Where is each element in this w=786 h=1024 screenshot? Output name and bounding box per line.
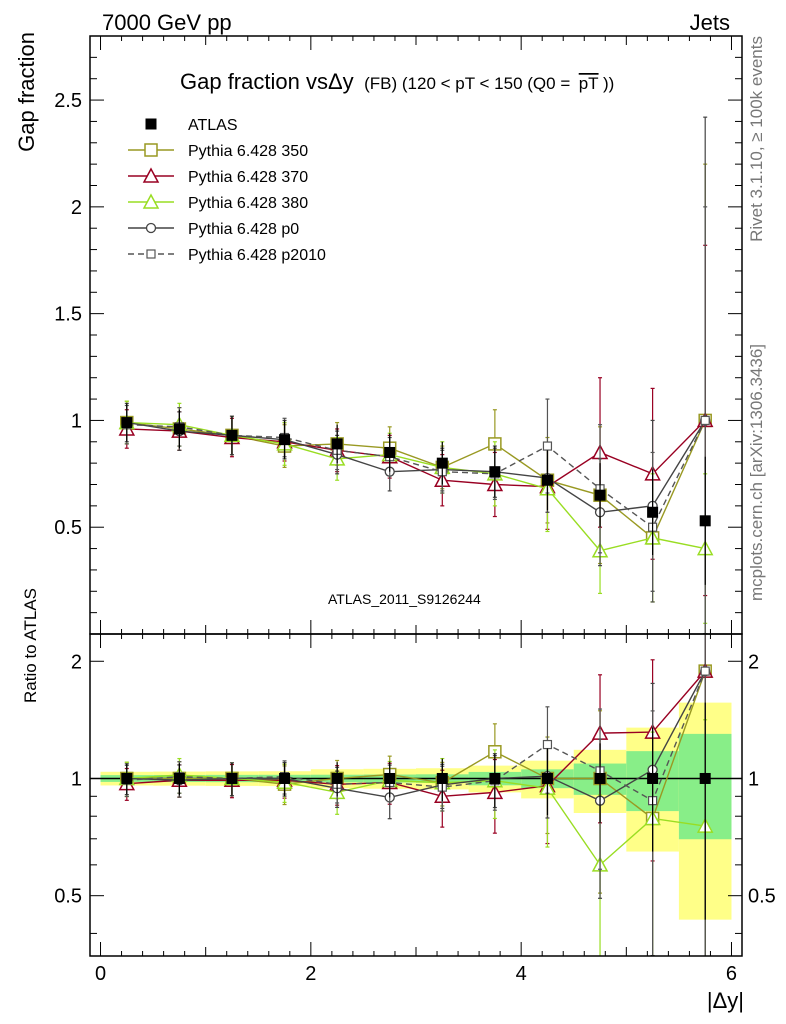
legend-label: Pythia 6.428 370 — [188, 169, 308, 186]
data-point — [541, 772, 553, 784]
legend-marker — [144, 143, 158, 157]
series-line — [126, 774, 706, 866]
y-axis-label-bottom: Ratio to ATLAS — [21, 588, 40, 703]
series-p370 — [118, 244, 714, 597]
series-line — [126, 420, 706, 540]
series-line — [126, 670, 706, 798]
legend-label: Pythia 6.428 350 — [188, 143, 308, 160]
data-point — [489, 772, 501, 784]
data-point — [384, 446, 396, 458]
legend-label: Pythia 6.428 p2010 — [188, 247, 326, 264]
legend-entry-p380: Pythia 6.428 380 — [128, 193, 308, 212]
data-point — [226, 429, 238, 441]
x-axis-label: |Δy| — [707, 988, 744, 1013]
x-tick-label: 6 — [726, 963, 737, 985]
data-point — [173, 423, 185, 435]
legend-marker — [145, 118, 157, 130]
series-line — [126, 670, 706, 802]
legend-entry-p0: Pythia 6.428 p0 — [128, 221, 299, 238]
series-line — [126, 670, 706, 802]
legend-marker — [142, 193, 160, 209]
data-point — [279, 434, 291, 446]
chart-title-end: )) — [603, 74, 614, 93]
y-tick-label: 2 — [71, 651, 82, 673]
data-point — [542, 739, 553, 750]
data-point — [542, 441, 553, 451]
series-p2010 — [122, 206, 710, 634]
legend-marker — [142, 167, 160, 183]
data-point — [489, 466, 501, 478]
y-tick-label-right: 2 — [748, 651, 759, 673]
data-point — [331, 438, 343, 450]
legend-entry-p2010: Pythia 6.428 p2010 — [128, 247, 326, 264]
data-point — [279, 772, 291, 784]
legend-entry-p350: Pythia 6.428 350 — [128, 143, 308, 160]
legend-entry-atlas: ATLAS — [145, 117, 238, 134]
x-tick-label: 0 — [95, 963, 106, 985]
y-tick-label: 1 — [71, 768, 82, 790]
y-tick-label: 2.5 — [54, 90, 82, 112]
series-line — [126, 419, 706, 488]
data-point — [699, 772, 711, 784]
analysis-watermark: ATLAS_2011_S9126244 — [328, 591, 481, 607]
data-point — [700, 415, 710, 426]
mcplots-label: mcplots.cern.ch [arXiv:1306.3436] — [747, 344, 766, 601]
series-line — [126, 420, 706, 513]
rivet-version-label: Rivet 3.1.10, ≥ 100k events — [747, 36, 766, 242]
ratio-band-group — [100, 702, 732, 920]
y-axis-label-top: Gap fraction — [14, 32, 39, 152]
x-tick-label: 4 — [516, 963, 527, 985]
y-tick-label: 1.5 — [54, 304, 82, 326]
data-point — [331, 772, 343, 784]
legend-label: Pythia 6.428 380 — [188, 195, 308, 212]
ratio-panel-series — [118, 634, 714, 956]
y-tick-label-right: 0.5 — [748, 886, 776, 908]
legend-marker — [145, 222, 157, 234]
data-point — [436, 457, 448, 469]
data-point — [436, 772, 448, 784]
data-point — [541, 474, 553, 486]
chart-title-main: Gap fraction vsΔy — [180, 69, 354, 94]
series-line — [126, 420, 706, 529]
data-point — [594, 772, 606, 784]
y-tick-label: 0.5 — [54, 517, 82, 539]
data-point — [226, 772, 238, 784]
axes-frame: 0 2 4 6 0.5 1 1.5 2 2.5 0.5 0.5 1 1 2 2 — [54, 35, 776, 985]
data-point — [647, 506, 659, 518]
data-point — [699, 515, 711, 527]
y-tick-label: 2 — [71, 197, 82, 219]
data-point — [647, 772, 659, 784]
y-tick-label: 0.5 — [54, 886, 82, 908]
series-line — [126, 421, 706, 552]
series-atlas — [121, 702, 711, 920]
x-tick-label: 2 — [305, 963, 316, 985]
data-point — [594, 489, 606, 501]
series-layer — [118, 116, 714, 956]
chart-title-sub: (FB) (120 < pT < 150 (Q0 = — [364, 74, 570, 93]
legend-label: ATLAS — [188, 117, 238, 134]
data-point — [121, 417, 133, 429]
data-point — [121, 772, 133, 784]
legend-label: Pythia 6.428 p0 — [188, 221, 299, 238]
process-label: Jets — [690, 10, 730, 35]
uncertainty-band — [100, 702, 732, 920]
legend-marker — [146, 249, 156, 259]
legend: ATLAS Pythia 6.428 350 Pythia 6.428 370 Pyt… — [128, 117, 326, 264]
data-point — [700, 666, 710, 676]
chart-title: Gap fraction vsΔy (FB) (120 < pT < 150 (… — [180, 69, 614, 94]
energy-label: 7000 GeV pp — [102, 10, 232, 35]
data-point — [173, 772, 185, 784]
y-tick-label-right: 1 — [748, 768, 759, 790]
data-point — [384, 772, 396, 784]
chart-title-overline: pT — [579, 74, 599, 93]
legend-entry-p370: Pythia 6.428 370 — [128, 167, 308, 186]
top-panel-series — [118, 116, 714, 634]
y-tick-label: 1 — [71, 410, 82, 432]
series-atlas — [121, 403, 711, 585]
